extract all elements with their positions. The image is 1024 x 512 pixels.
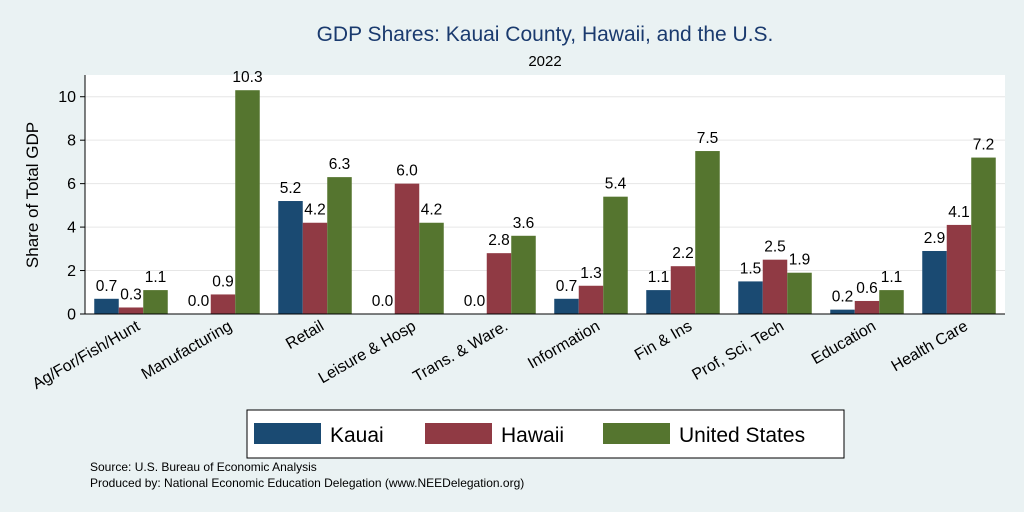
- data-label-kauai: 1.5: [740, 260, 762, 277]
- data-label-united-states: 6.3: [329, 156, 351, 173]
- data-label-kauai: 0.7: [556, 278, 578, 295]
- data-label-kauai: 0.2: [832, 289, 854, 306]
- data-label-hawaii: 2.8: [488, 232, 510, 249]
- bar-kauai-education: [830, 309, 855, 314]
- data-label-united-states: 4.2: [421, 202, 443, 219]
- x-tick-label: Education: [809, 318, 879, 368]
- legend-label-united-states: United States: [679, 424, 805, 447]
- data-label-hawaii: 1.3: [580, 265, 602, 282]
- bar-hawaii-information: [578, 285, 604, 314]
- data-label-united-states: 7.2: [973, 137, 995, 154]
- bar-kauai-fin-ins: [646, 290, 671, 314]
- bar-united-states-prof-sci-tech: [787, 272, 812, 314]
- x-tick-label: Leisure & Hosp: [316, 318, 419, 387]
- bar-kauai-retail: [278, 201, 303, 314]
- x-tick-label: Retail: [283, 318, 327, 353]
- source-note: Source: U.S. Bureau of Economic Analysis: [90, 460, 317, 474]
- data-label-hawaii: 6.0: [396, 163, 418, 180]
- legend-box: [246, 409, 845, 459]
- bar-hawaii-ag-for-fish-hunt: [118, 307, 144, 314]
- bar-hawaii-leisure-hosp: [394, 183, 420, 314]
- y-tick-label: 2: [67, 263, 76, 280]
- x-tick-label: Prof, Sci, Tech: [689, 318, 787, 384]
- legend-swatch-kauai: [254, 423, 321, 444]
- bar-united-states-manufacturing: [235, 90, 260, 314]
- bar-united-states-health-care: [971, 157, 996, 314]
- bar-hawaii-prof-sci-tech: [762, 259, 788, 314]
- legend-swatch-united-states: [603, 423, 670, 444]
- bar-hawaii-retail: [302, 222, 328, 314]
- bar-united-states-retail: [327, 177, 352, 314]
- bar-united-states-information: [603, 196, 628, 314]
- axes: [84, 75, 1005, 315]
- data-label-hawaii: 0.6: [856, 280, 878, 297]
- data-label-united-states: 7.5: [697, 130, 719, 147]
- legend-label-hawaii: Hawaii: [501, 424, 564, 447]
- data-label-united-states: 1.1: [145, 269, 167, 286]
- data-label-hawaii: 2.5: [764, 239, 786, 256]
- bar-hawaii-trans-ware: [486, 253, 512, 314]
- bar-united-states-trans-ware: [511, 235, 536, 314]
- bar-united-states-fin-ins: [695, 151, 720, 314]
- y-tick-label: 10: [58, 89, 76, 106]
- y-ticks: 0 2 4 6 8 10: [58, 89, 85, 324]
- data-label-hawaii: 2.2: [672, 245, 694, 262]
- data-label-kauai: 5.2: [280, 180, 302, 197]
- bars: [94, 90, 996, 314]
- x-tick-label: Fin & Ins: [632, 318, 695, 364]
- data-label-hawaii: 0.9: [212, 273, 234, 290]
- y-axis-label: Share of Total GDP: [23, 122, 42, 268]
- bar-kauai-health-care: [922, 250, 947, 314]
- data-label-hawaii: 0.3: [120, 286, 142, 303]
- y-tick-label: 8: [67, 133, 76, 150]
- produced-by-note: Produced by: National Economic Education…: [90, 476, 524, 490]
- data-label-united-states: 3.6: [513, 215, 535, 232]
- bar-kauai-prof-sci-tech: [738, 281, 763, 314]
- y-tick-label: 6: [67, 176, 76, 193]
- data-label-kauai: 1.1: [648, 269, 670, 286]
- x-tick-label: Ag/For/Fish/Hunt: [30, 317, 144, 392]
- legend-label-kauai: Kauai: [330, 424, 384, 447]
- data-label-kauai: 0.0: [464, 293, 486, 310]
- y-tick-label: 0: [67, 307, 76, 324]
- bar-hawaii-education: [854, 300, 880, 314]
- data-label-united-states: 1.9: [789, 252, 811, 269]
- data-label-kauai: 0.0: [188, 293, 210, 310]
- chart-subtitle: 2022: [528, 53, 561, 70]
- legend: Kauai Hawaii United States: [246, 409, 845, 459]
- bar-hawaii-health-care: [946, 224, 972, 314]
- x-tick-label: Manufacturing: [139, 318, 235, 383]
- x-tick-label: Trans. & Ware.: [410, 318, 511, 386]
- bar-hawaii-manufacturing: [210, 294, 236, 314]
- data-label-united-states: 1.1: [881, 269, 903, 286]
- data-label-hawaii: 4.1: [948, 204, 970, 221]
- data-label-united-states: 5.4: [605, 176, 627, 193]
- bar-kauai-ag-for-fish-hunt: [94, 298, 119, 314]
- bar-united-states-leisure-hosp: [419, 222, 444, 314]
- data-label-kauai: 2.9: [924, 230, 946, 247]
- chart-title: GDP Shares: Kauai County, Hawaii, and th…: [317, 23, 774, 46]
- data-labels: 0.70.31.10.00.910.35.24.26.30.06.04.20.0…: [96, 69, 995, 310]
- bar-united-states-education: [879, 290, 904, 314]
- data-label-hawaii: 4.2: [304, 202, 326, 219]
- legend-swatch-hawaii: [425, 423, 492, 444]
- bar-kauai-information: [554, 298, 579, 314]
- data-label-kauai: 0.0: [372, 293, 394, 310]
- data-label-united-states: 10.3: [232, 69, 262, 86]
- bar-hawaii-fin-ins: [670, 266, 696, 314]
- x-tick-label: Information: [525, 318, 603, 373]
- data-label-kauai: 0.7: [96, 278, 118, 295]
- x-tick-label: Health Care: [889, 318, 972, 375]
- y-tick-label: 4: [67, 220, 76, 237]
- bar-united-states-ag-for-fish-hunt: [143, 290, 168, 314]
